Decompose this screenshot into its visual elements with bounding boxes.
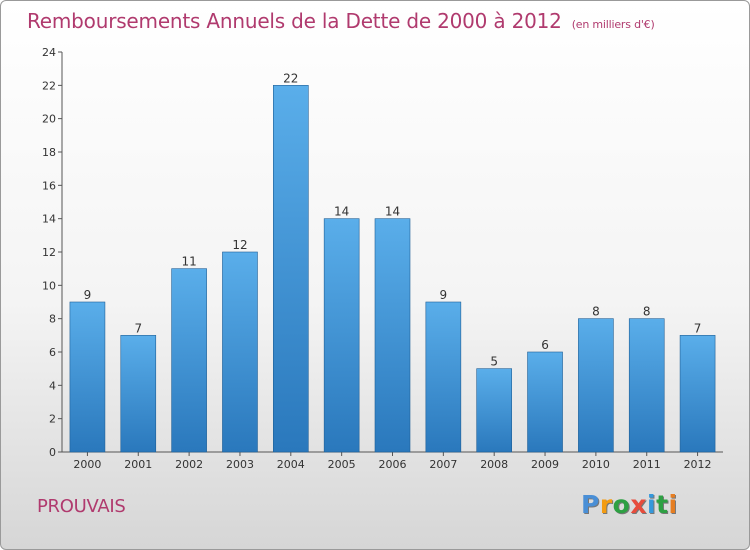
x-tick-label: 2006	[379, 458, 407, 471]
y-tick-label: 6	[49, 346, 56, 359]
x-tick-label: 2009	[531, 458, 559, 471]
y-tick-label: 22	[42, 79, 56, 92]
data-label: 22	[283, 71, 298, 85]
y-tick-label: 4	[49, 379, 56, 392]
x-tick-label: 2008	[480, 458, 508, 471]
bar	[476, 368, 512, 453]
logo-letter: P	[581, 490, 600, 519]
commune-name: PROUVAIS	[37, 496, 126, 517]
x-tick-label: 2001	[124, 458, 152, 471]
bar	[679, 335, 716, 453]
logo-letter: i	[668, 490, 678, 519]
y-tick-label: 16	[42, 179, 56, 192]
bar	[323, 218, 360, 453]
logo-letter: t	[656, 490, 669, 519]
bar	[69, 301, 106, 453]
y-tick-label: 2	[49, 413, 56, 426]
bar	[628, 318, 665, 453]
x-tick-label: 2011	[633, 458, 661, 471]
bar	[273, 85, 309, 453]
data-label: 14	[385, 205, 400, 219]
logo-letter: i	[647, 490, 657, 519]
data-label: 6	[541, 338, 549, 352]
bar	[578, 318, 614, 453]
x-tick-label: 2007	[429, 458, 457, 471]
x-tick-label: 2010	[582, 458, 610, 471]
y-tick-label: 8	[49, 313, 56, 326]
x-tick-label: 2005	[328, 458, 356, 471]
bar	[171, 268, 207, 453]
x-tick-label: 2012	[684, 458, 712, 471]
logo-letter: o	[612, 490, 631, 519]
x-tick-label: 2004	[277, 458, 305, 471]
bar	[527, 351, 563, 453]
data-label: 14	[334, 205, 349, 219]
x-tick-label: 2002	[175, 458, 203, 471]
data-label: 9	[440, 288, 448, 302]
data-label: 7	[694, 321, 702, 335]
logo-letter: r	[599, 490, 613, 519]
data-label: 8	[592, 305, 600, 319]
bars	[69, 85, 716, 453]
y-tick-label: 0	[49, 446, 56, 459]
bar	[374, 218, 411, 453]
logo-letter: x	[630, 490, 647, 519]
data-label: 5	[490, 355, 498, 369]
data-label: 7	[134, 321, 142, 335]
data-label: 12	[232, 238, 247, 252]
bar	[425, 301, 462, 453]
y-tick-label: 10	[42, 279, 56, 292]
y-tick-label: 24	[42, 46, 56, 59]
y-tick-label: 12	[42, 246, 56, 259]
data-label: 11	[181, 255, 196, 269]
data-label: 8	[643, 305, 651, 319]
chart-title: Remboursements Annuels de la Dette de 20…	[27, 9, 655, 33]
labels: 2000 9 2001 7 2002 11 2003 12 2004 22 2005 14 2006 14…	[73, 71, 711, 471]
x-tick-label: 2000	[73, 458, 101, 471]
bar	[222, 251, 258, 453]
data-label: 9	[84, 288, 92, 302]
x-tick-label: 2003	[226, 458, 254, 471]
proxiti-logo: Proxiti	[581, 490, 678, 519]
bar	[120, 335, 157, 453]
chart-subtitle: (en milliers d'€)	[571, 18, 655, 31]
y-tick-label: 18	[42, 146, 56, 159]
y-tick-label: 20	[42, 113, 56, 126]
y-tick-label: 14	[42, 213, 56, 226]
